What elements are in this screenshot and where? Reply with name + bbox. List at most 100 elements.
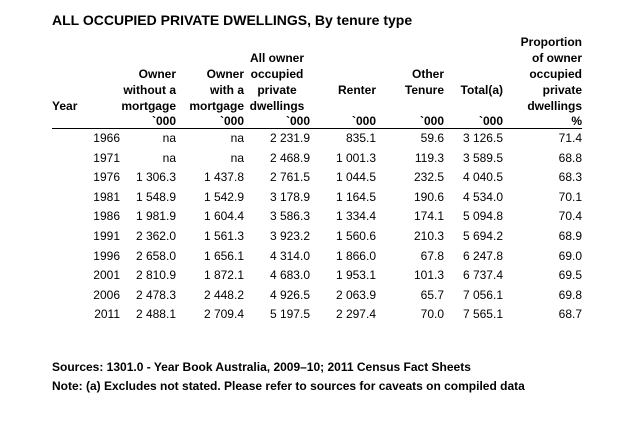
other-tenure-cell: 65.7	[420, 287, 444, 302]
owner-without-mortgage-cell: 2 362.0	[135, 228, 176, 243]
total-cell: 4 534.0	[462, 189, 503, 204]
year-cell: 2006	[93, 287, 120, 302]
total-cell: 6 247.8	[462, 248, 503, 263]
unit-cell: `000	[285, 114, 310, 128]
total-cell: 3 126.5	[462, 131, 503, 145]
proportion-cell: 71.4	[558, 131, 582, 145]
all-owner-cell: 3 178.9	[269, 189, 310, 204]
year-cell: 1966	[93, 131, 120, 145]
owner-with-mortgage-cell: 1 872.1	[203, 268, 244, 283]
unit-cell: `000	[351, 114, 376, 128]
renter-cell: 1 001.3	[335, 150, 376, 165]
table-row: 2006 2 478.3 2 448.2 4 926.5 2 063.9 65.7 7 05…	[52, 286, 582, 306]
header-divider	[52, 128, 582, 129]
proportion-cell: 69.0	[558, 248, 582, 263]
table-row: 1996 2 658.0 1 656.1 4 314.0 1 866.0 67.8 6 24…	[52, 247, 582, 267]
renter-cell: 1 164.5	[335, 189, 376, 204]
unit-cell: `000	[219, 114, 244, 128]
proportion-cell: 68.8	[558, 150, 582, 165]
all-owner-cell: 3 586.3	[269, 209, 310, 224]
all-owner-cell: 5 197.5	[269, 307, 310, 322]
owner-without-mortgage-cell: 2 478.3	[135, 287, 176, 302]
header-total: Total(a)	[460, 83, 503, 97]
header-other-tenure: Other Tenure	[404, 67, 444, 97]
unit-cell: `000	[151, 114, 176, 128]
sources-note: Sources: 1301.0 - Year Book Australia, 2…	[52, 360, 471, 374]
table-row: 1976 1 306.3 1 437.8 2 761.5 1 044.5 232.5 4 0…	[52, 168, 582, 188]
caveat-note: Note: (a) Excludes not stated. Please re…	[52, 379, 525, 393]
owner-with-mortgage-cell: 1 656.1	[203, 248, 244, 263]
other-tenure-cell: 190.6	[413, 189, 444, 204]
proportion-cell: 69.5	[558, 268, 582, 283]
year-cell: 2011	[94, 307, 120, 322]
total-cell: 6 737.4	[462, 268, 503, 283]
other-tenure-cell: 70.0	[420, 307, 444, 322]
owner-with-mortgage-cell: 2 448.2	[203, 287, 244, 302]
year-cell: 1976	[93, 170, 120, 185]
total-cell: 3 589.5	[462, 150, 503, 165]
year-cell: 1996	[93, 248, 120, 263]
proportion-cell: 68.7	[558, 307, 582, 322]
year-cell: 1986	[93, 209, 120, 224]
owner-without-mortgage-cell: 1 548.9	[135, 189, 176, 204]
renter-cell: 1 334.4	[335, 209, 376, 224]
header-all-owner-occupied: All owner occupied private dwellings	[249, 51, 305, 113]
year-cell: 2001	[93, 268, 120, 283]
total-cell: 5 694.2	[462, 228, 503, 243]
header-year: Year	[52, 99, 78, 113]
total-cell: 4 040.5	[462, 170, 503, 185]
owner-without-mortgage-cell: 2 488.1	[135, 307, 176, 322]
table-row: 1991 2 362.0 1 561.3 3 923.2 1 560.6 210.3 5 6…	[52, 227, 582, 247]
header-owner-without-mortgage: Owner without a mortgage	[121, 67, 176, 113]
unit-cell: `000	[419, 114, 444, 128]
owner-without-mortgage-cell: 1 981.9	[135, 209, 176, 224]
owner-with-mortgage-cell: 1 437.8	[203, 170, 244, 185]
owner-without-mortgage-cell: 1 306.3	[135, 170, 176, 185]
header-renter: Renter	[337, 83, 376, 97]
other-tenure-cell: 101.3	[413, 268, 444, 283]
all-owner-cell: 4 926.5	[269, 287, 310, 302]
other-tenure-cell: 174.1	[413, 209, 444, 224]
proportion-cell: 68.9	[558, 228, 582, 243]
total-cell: 5 094.8	[462, 209, 503, 224]
table-row: 1986 1 981.9 1 604.4 3 586.3 1 334.4 174.1 5 0…	[52, 207, 582, 227]
table-row: 1966 na na 2 231.9 835.1 59.6 3 126.5 71.4	[52, 129, 582, 149]
proportion-cell: 69.8	[558, 287, 582, 302]
table-row: 2011 2 488.1 2 709.4 5 197.5 2 297.4 70.0 7 56…	[52, 305, 582, 325]
other-tenure-cell: 119.3	[414, 150, 444, 165]
all-owner-cell: 4 314.0	[269, 248, 310, 263]
renter-cell: 1 044.5	[335, 170, 376, 185]
owner-with-mortgage-cell: na	[230, 131, 244, 145]
all-owner-cell: 2 761.5	[269, 170, 310, 185]
renter-cell: 2 297.4	[335, 307, 376, 322]
unit-cell: %	[571, 114, 582, 128]
total-cell: 7 056.1	[462, 287, 503, 302]
other-tenure-cell: 232.5	[413, 170, 444, 185]
proportion-cell: 68.3	[558, 170, 582, 185]
table-row: 2001 2 810.9 1 872.1 4 683.0 1 953.1 101.3 6 7…	[52, 266, 582, 286]
owner-with-mortgage-cell: 1 561.3	[203, 228, 244, 243]
year-cell: 1991	[93, 228, 120, 243]
owner-with-mortgage-cell: na	[230, 150, 244, 165]
other-tenure-cell: 210.3	[413, 228, 444, 243]
owner-with-mortgage-cell: 2 709.4	[203, 307, 244, 322]
renter-cell: 1 560.6	[335, 228, 376, 243]
proportion-cell: 70.1	[558, 189, 582, 204]
table-row: 1981 1 548.9 1 542.9 3 178.9 1 164.5 190.6 4 5…	[52, 188, 582, 208]
owner-with-mortgage-cell: 1 542.9	[203, 189, 244, 204]
renter-cell: 2 063.9	[335, 287, 376, 302]
table-footer: Sources: 1301.0 - Year Book Australia, 2…	[52, 358, 525, 396]
renter-cell: 835.1	[345, 131, 376, 145]
renter-cell: 1 953.1	[335, 268, 376, 283]
table-row: 1971 na na 2 468.9 1 001.3 119.3 3 589.5 68.8	[52, 149, 582, 169]
all-owner-cell: 3 923.2	[269, 228, 310, 243]
owner-without-mortgage-cell: na	[162, 131, 176, 145]
other-tenure-cell: 67.8	[420, 248, 444, 263]
owner-without-mortgage-cell: na	[162, 150, 176, 165]
owner-without-mortgage-cell: 2 658.0	[135, 248, 176, 263]
units-year-cell	[52, 114, 120, 129]
all-owner-cell: 2 468.9	[269, 150, 310, 165]
other-tenure-cell: 59.6	[420, 131, 444, 145]
renter-cell: 1 866.0	[335, 248, 376, 263]
